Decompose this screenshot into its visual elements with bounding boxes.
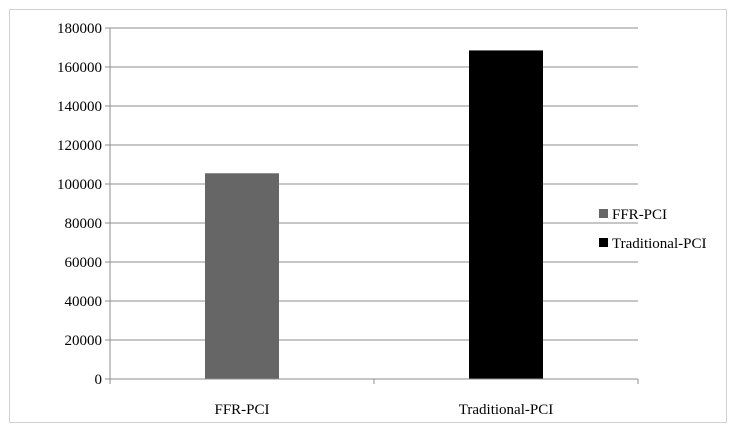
x-tick-labels: FFR-PCI Traditional-PCI — [214, 402, 553, 418]
y-tick-label: 40000 — [65, 294, 103, 310]
y-tick-label: 180000 — [57, 21, 102, 37]
y-tick-label: 0 — [95, 372, 103, 388]
y-tick-label: 140000 — [57, 99, 102, 115]
legend-label: FFR-PCI — [612, 207, 667, 223]
y-tick-labels: 0 20000 40000 60000 80000 100000 120000 140000 1… — [57, 21, 102, 388]
bar-ffr-pci — [205, 173, 279, 379]
legend-label: Traditional-PCI — [612, 236, 706, 252]
y-tick-label: 60000 — [65, 255, 103, 271]
legend-swatch — [599, 238, 608, 247]
legend: FFR-PCI Traditional-PCI — [599, 207, 706, 252]
x-tick-label: FFR-PCI — [214, 402, 269, 418]
chart-frame — [9, 9, 727, 423]
x-tick-label: Traditional-PCI — [459, 402, 553, 418]
bars — [205, 50, 543, 380]
y-tick-label: 160000 — [57, 60, 102, 76]
y-tick-label: 20000 — [65, 333, 103, 349]
y-tick-label: 80000 — [65, 216, 103, 232]
legend-swatch — [599, 209, 608, 218]
y-tick-label: 100000 — [57, 177, 102, 193]
y-tick-label: 120000 — [57, 138, 102, 154]
axes — [109, 28, 639, 384]
gridlines — [105, 27, 638, 380]
bar-traditional-pci — [469, 50, 543, 380]
